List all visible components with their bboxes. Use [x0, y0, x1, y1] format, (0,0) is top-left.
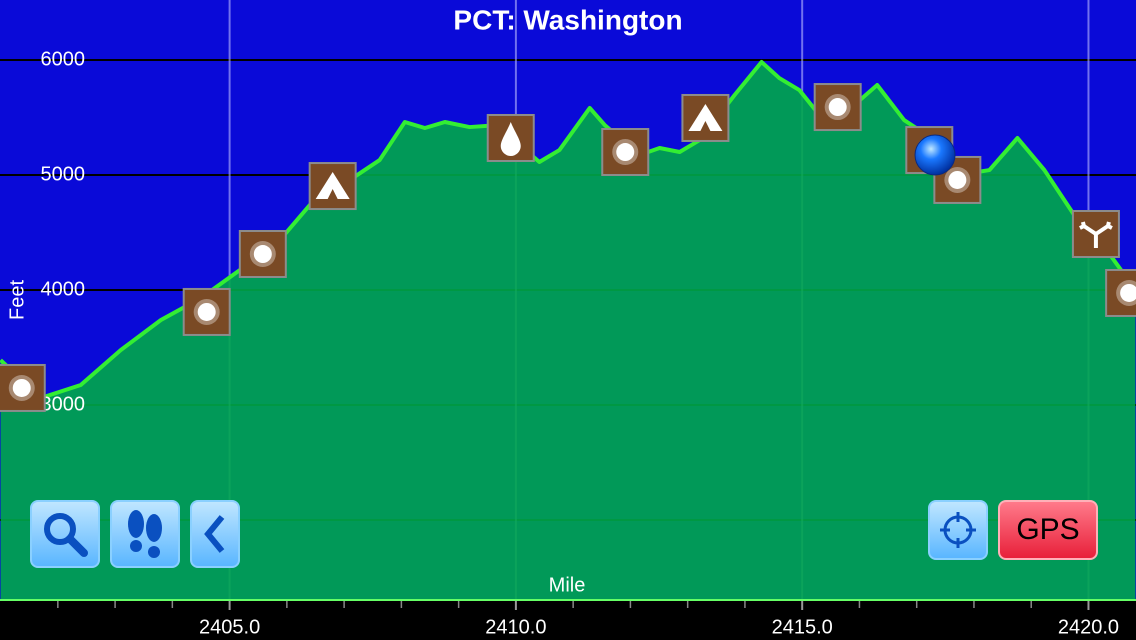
waypoint-water — [486, 113, 535, 162]
hike-button[interactable] — [110, 500, 180, 568]
search-button[interactable] — [30, 500, 100, 568]
spot-dot — [616, 143, 635, 162]
waypoint-spot — [1105, 268, 1136, 317]
back-button[interactable] — [190, 500, 240, 568]
waypoint-junction — [1071, 209, 1120, 258]
waypoint-spot — [813, 83, 862, 132]
spot-dot — [197, 302, 216, 321]
waypoint-box — [0, 363, 46, 412]
y-tick-label: 4000 — [41, 278, 86, 300]
locate-button[interactable] — [928, 500, 988, 560]
search-icon — [44, 513, 88, 557]
elevation-area — [0, 61, 1136, 600]
waypoint-spot — [238, 230, 287, 279]
y-tick-label: 5000 — [41, 163, 86, 185]
current-position — [914, 134, 956, 176]
tent-icon — [315, 172, 350, 200]
waypoint-spot — [0, 363, 46, 412]
x-axis-label: Mile — [549, 574, 586, 596]
back-icon — [204, 515, 225, 553]
waypoint-box — [182, 287, 231, 336]
locate-icon — [940, 512, 976, 548]
waypoint-spot — [182, 287, 231, 336]
spot-dot — [948, 170, 967, 189]
spot-dot — [1120, 283, 1136, 302]
spot-dot — [12, 378, 31, 397]
waypoint-camp — [308, 162, 357, 211]
drop-icon — [500, 121, 521, 156]
waypoint-spot — [601, 128, 650, 177]
x-tick-label: 2410.0 — [485, 616, 546, 638]
junction-icon — [1079, 221, 1113, 248]
x-tick-label: 2415.0 — [772, 616, 833, 638]
spot-dot — [828, 98, 847, 117]
tent-icon — [688, 103, 723, 131]
y-tick-label: 3000 — [41, 393, 86, 415]
y-tick-label: 6000 — [41, 48, 86, 70]
spot-dot — [253, 245, 272, 264]
footprints-icon — [128, 510, 162, 558]
waypoint-camp — [681, 93, 730, 142]
gps-button[interactable]: GPS — [998, 500, 1098, 560]
y-axis-label: Feet — [6, 280, 28, 320]
x-tick-label: 2420.0 — [1058, 616, 1119, 638]
chart-title: PCT: Washington — [453, 4, 682, 35]
x-tick-label: 2405.0 — [199, 616, 260, 638]
axis-bar — [0, 600, 1136, 640]
